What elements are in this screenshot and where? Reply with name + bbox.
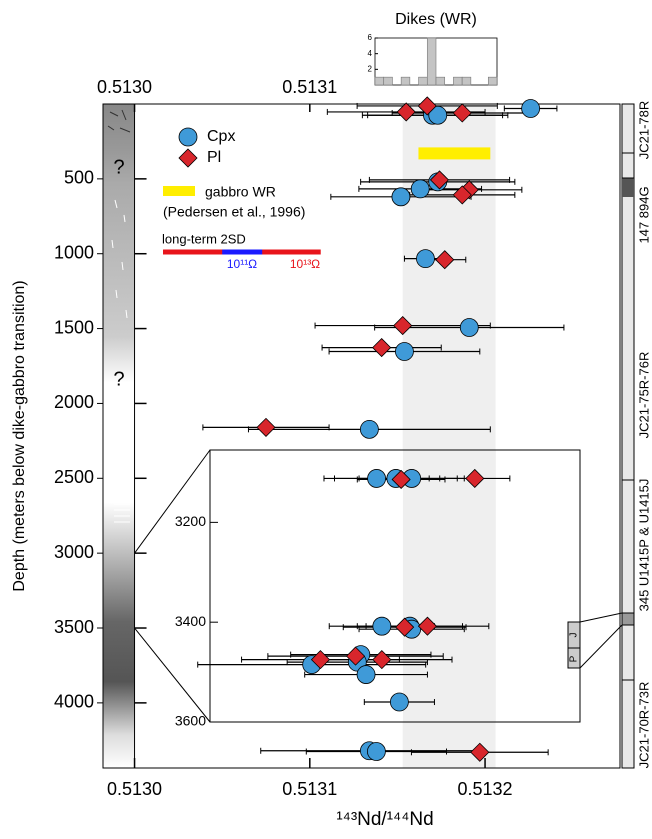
legend-label: gabbro WR [205,184,276,200]
inset-shaded-band [402,450,496,722]
cpx-point [389,692,409,712]
unknown-mark: ? [113,156,124,178]
inset-connector [579,612,623,623]
legend-label: Cpx [207,128,235,145]
hist-bar [453,76,463,86]
cpx-point [356,665,376,684]
hist-bar [487,76,498,86]
pl-point [465,468,485,489]
cpx-point [459,318,479,337]
top-x-tick-label: 0.5130 [97,77,152,97]
core-label: JC21-78R [636,101,651,160]
core-strip [621,103,635,769]
two-sd-bar [222,249,263,255]
inset-y-tick-label: 3400 [175,613,206,629]
hole-label: P [569,655,580,662]
unknown-mark: ? [113,368,124,390]
pl-point [452,103,472,123]
hist-y-tick-label: 6 [368,33,373,42]
inset-frame [209,449,581,723]
two-sd-item-label: 10¹³Ω [290,257,320,271]
y-tick-label: 2500 [54,467,94,487]
two-sd-label: long-term 2SD [162,231,246,246]
column-top-dashes [107,109,131,133]
x-tick-label: 0.5132 [458,779,513,799]
core-label: 147 894G [636,186,651,243]
cpx-point [416,249,435,269]
pl-point [417,96,437,116]
cpx-point [410,179,430,199]
hist-bar [435,76,446,86]
core-segment [622,178,634,197]
hist-bar [383,76,393,86]
pl-point [417,616,438,636]
pl-point [396,102,416,122]
y-tick-label: 1500 [54,317,94,337]
hist-bar [374,76,385,86]
column-lines [114,485,130,523]
pl-point [452,185,472,205]
y-tick-label: 1000 [54,242,94,262]
pl-point [310,650,331,670]
y-tick-label: 3000 [54,542,94,562]
legend-label: Pl [207,149,221,166]
y-tick-label: 500 [64,168,94,188]
hist-bar [461,76,472,86]
core-label: 345 U1415P & U1415J [636,479,651,612]
pl-point [391,469,411,490]
x-tick-label: 0.5131 [282,779,337,799]
hole-box [567,621,581,669]
legend-marker [178,148,198,168]
pl-point [470,742,490,762]
inset-border [209,449,581,723]
two-sd-item-label: 10¹¹Ω [227,257,257,271]
inset-y-tick-label: 3200 [175,513,206,529]
top-x-tick-label: 0.5131 [282,77,337,97]
pl-point [345,646,366,666]
y-tick-label: 3500 [54,617,94,637]
hist-y-tick-label: 2 [368,64,373,73]
inset-connector [579,624,623,669]
cpx-point [521,99,541,118]
legend-marker [178,127,198,147]
pl-point [372,650,392,670]
depth-column [103,104,135,768]
inset-y-tick-label: 3600 [175,713,206,729]
plot-frame [102,103,621,769]
pl-point [395,617,415,637]
hist-bar [426,37,437,86]
column-dashes [111,199,128,319]
y-tick-label: 2000 [54,392,94,412]
inset-connector [134,627,211,723]
legend-source: (Pedersen et al., 1996) [163,204,305,220]
legend-gabbro-swatch [163,186,195,196]
y-tick-label: 4000 [54,692,94,712]
hist-y-tick-label: 4 [368,49,373,58]
cpx-point [391,187,411,207]
cpx-point [395,342,414,361]
core-segment [621,612,635,626]
gabbro-wr-bar [418,147,491,160]
cpx-point [366,742,386,761]
hist-title: Dikes (WR) [395,11,477,28]
pl-point [372,338,392,358]
pl-point [393,316,413,336]
pl-point [429,170,450,190]
core-label: JC21-75R-76R [636,352,651,439]
hist-bar [418,76,428,86]
x-tick-label: 0.5130 [107,779,162,799]
cpx-point [367,469,386,488]
y-axis-label: Depth (meters below dike-gabbro transiti… [11,280,28,591]
x-axis-label: ¹⁴³Nd/¹⁴⁴Nd [336,809,433,830]
cpx-point [428,105,448,125]
pl-point [435,250,455,270]
core-label: JC21-70R-73R [636,682,651,769]
pl-point [256,417,276,437]
hole-label: J [569,633,580,638]
inset-connector [134,449,211,554]
hist-bar [400,76,411,86]
cpx-point [359,419,379,439]
cpx-point [372,616,392,636]
